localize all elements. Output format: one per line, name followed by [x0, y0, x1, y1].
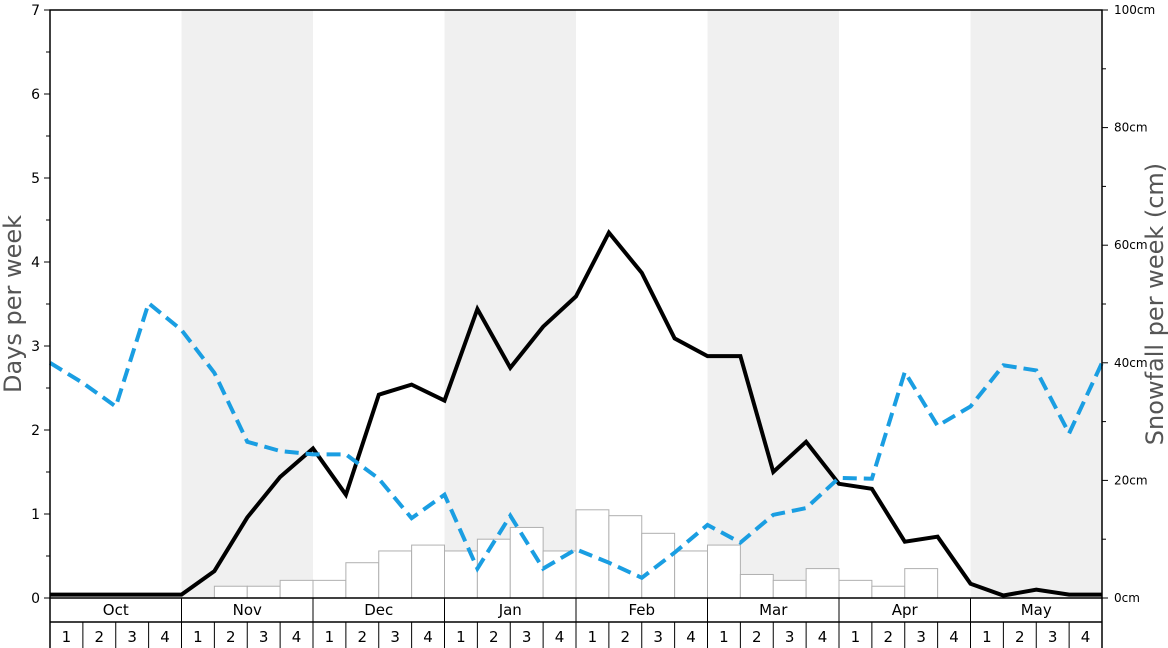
week-label: 1	[193, 628, 203, 646]
right-tick-label: 100cm	[1114, 3, 1155, 17]
week-label: 1	[456, 628, 466, 646]
left-tick-label: 6	[31, 87, 40, 103]
left-tick-label: 1	[31, 507, 40, 523]
left-axis-title: Days per week	[0, 215, 27, 393]
week-label: 3	[1048, 628, 1058, 646]
snowfall-bar	[246, 585, 281, 599]
right-tick-label: 80cm	[1114, 121, 1148, 135]
week-label: 3	[653, 628, 663, 646]
week-label: 3	[127, 628, 137, 646]
week-label: 1	[325, 628, 335, 646]
snowfall-bar	[312, 579, 347, 599]
snowfall-bar	[411, 544, 445, 599]
right-axis-title: Snowfall per week (cm)	[1141, 163, 1168, 445]
left-tick-label: 2	[31, 423, 40, 439]
month-shading	[181, 10, 1102, 598]
week-label: 2	[752, 628, 762, 646]
week-label: 4	[686, 628, 696, 646]
right-tick-label: 0cm	[1114, 591, 1140, 605]
week-label: 3	[522, 628, 532, 646]
month-label: May	[1021, 601, 1052, 619]
week-label: 3	[785, 628, 795, 646]
snowfall-bar	[772, 579, 807, 599]
week-label: 2	[621, 628, 631, 646]
right-tick-label: 60cm	[1114, 238, 1148, 252]
month-label: Apr	[892, 601, 919, 619]
snowfall-bar	[378, 550, 413, 599]
week-label: 2	[1015, 628, 1025, 646]
week-label: 4	[818, 628, 828, 646]
snowfall-bar	[542, 550, 577, 599]
snowfall-bar	[213, 585, 248, 599]
snowfall-bar	[838, 579, 873, 599]
week-label: 1	[851, 628, 861, 646]
month-band-nov	[181, 10, 313, 598]
week-label: 4	[1081, 628, 1091, 646]
left-tick-label: 0	[31, 591, 40, 607]
week-label: 4	[292, 628, 302, 646]
week-label: 4	[423, 628, 433, 646]
left-tick-label: 3	[31, 339, 40, 355]
right-axis: 0cm 20cm 40cm 60cm 80cm 100cm	[1102, 3, 1155, 605]
snowfall-bar	[739, 573, 774, 599]
week-label: 2	[226, 628, 236, 646]
week-label: 1	[982, 628, 992, 646]
week-label: 2	[489, 628, 499, 646]
snowfall-bar	[871, 585, 906, 599]
left-tick-label: 7	[31, 3, 40, 19]
month-label: Oct	[103, 601, 129, 619]
month-band-may	[970, 10, 1102, 598]
left-tick-label: 5	[31, 171, 40, 187]
week-label: 3	[916, 628, 926, 646]
week-label: 1	[719, 628, 729, 646]
month-label: Nov	[233, 601, 262, 619]
month-label: Jan	[498, 601, 522, 619]
week-label: 2	[95, 628, 105, 646]
week-label: 4	[555, 628, 565, 646]
left-tick-label: 4	[31, 255, 40, 271]
month-label: Feb	[628, 601, 655, 619]
snowfall-bar	[608, 515, 643, 599]
right-tick-label: 20cm	[1114, 473, 1148, 487]
snowfall-bar	[904, 568, 939, 599]
snowfall-bar	[707, 544, 741, 599]
left-axis: 0 1 2 3 4 5 6 7	[31, 3, 50, 607]
right-tick-label: 40cm	[1114, 356, 1148, 370]
snowfall-bar	[805, 568, 840, 599]
snowfall-bar	[476, 538, 511, 599]
week-label: 1	[588, 628, 598, 646]
week-label: 1	[62, 628, 72, 646]
month-label: Dec	[364, 601, 393, 619]
week-label: 3	[259, 628, 269, 646]
week-label: 3	[390, 628, 400, 646]
snowfall-bar	[345, 562, 380, 599]
week-label: 2	[884, 628, 894, 646]
week-label: 4	[949, 628, 959, 646]
month-band-jan	[444, 10, 576, 598]
week-label: 4	[160, 628, 170, 646]
solid-days-line	[50, 228, 1102, 598]
month-label: Mar	[759, 601, 788, 619]
snowfall-bar	[279, 579, 314, 599]
week-label: 2	[358, 628, 368, 646]
snowfall-bar	[674, 550, 708, 599]
data-lines	[48, 228, 1104, 598]
week-labels: 1 2 3 4 1 2 3 4 1 2 3 4 1 2 3 4 1 2 3 4 1 2 3 4 1 2 3 4 1 2 3 4	[62, 622, 1091, 648]
month-band-mar	[707, 10, 839, 598]
